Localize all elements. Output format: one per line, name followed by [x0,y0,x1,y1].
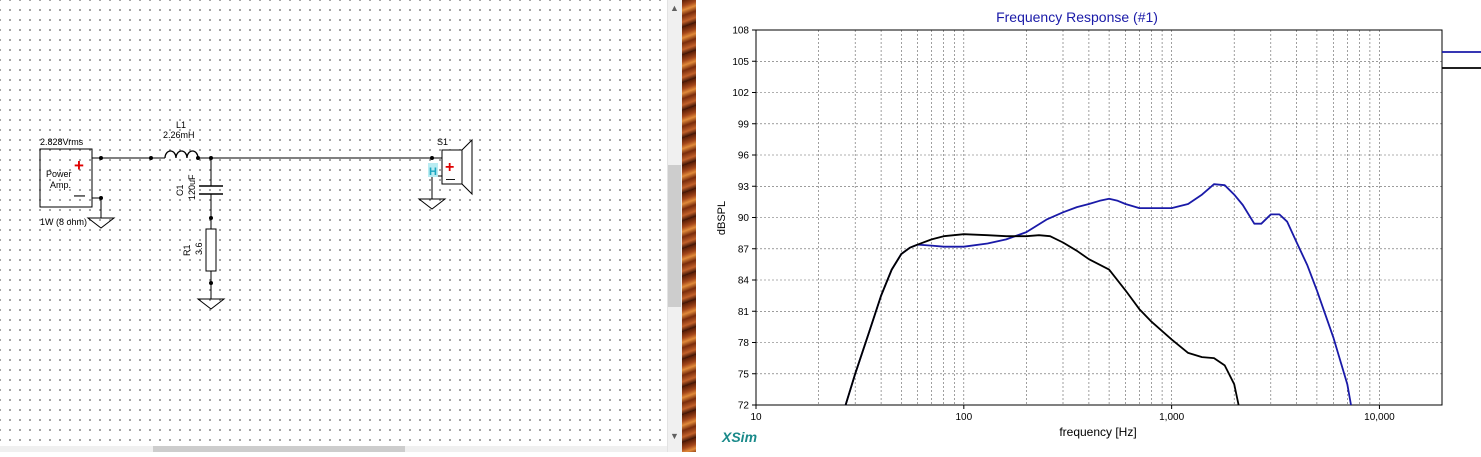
resistor-r1[interactable]: R1 3.6 [182,228,217,272]
y-tick-label: 96 [738,151,750,162]
chart-ticks: 72 75 78 81 84 87 90 93 96 99 102 105 108 10 100 1,000 1… [732,26,1395,424]
chart-title: Frequency Response (#1) [996,9,1158,25]
xsim-brand: XSim [721,429,757,445]
y-tick-label: 81 [738,307,750,318]
amp-voltage: 2.828Vrms [40,137,84,147]
speaker-ref: S1 [437,137,448,147]
speaker-mark: H [429,166,437,178]
pane-splitter[interactable] [682,0,696,452]
power-amp[interactable]: 2.828Vrms Power Amp. + — 1W (8 ohm) [39,137,93,227]
y-tick-label: 99 [738,119,750,130]
schematic-canvas[interactable]: 2.828Vrms Power Amp. + — 1W (8 ohm) L1 2… [0,0,682,452]
inductor-ref: L1 [176,120,186,130]
y-tick-label: 78 [738,338,750,349]
plot-area [755,29,1443,406]
frequency-response-panel: Frequency Response (#1) 72 75 78 81 84 87 90 93… [696,0,1481,452]
frequency-response-chart: Frequency Response (#1) 72 75 78 81 84 87 90 93… [716,9,1481,445]
y-tick-label: 84 [738,276,750,287]
chart-series [844,183,1352,406]
ground-symbol [86,217,116,229]
amp-label-line1: Power [46,169,72,179]
amp-rating: 1W (8 ohm) [40,217,87,227]
junction-dot [209,156,213,160]
amp-plus-terminal: + [74,156,84,175]
speaker-plus-terminal: + [445,159,454,176]
capacitor-value: 120uF [187,174,197,200]
x-tick-label: 10,000 [1364,412,1395,423]
junction-dot [430,156,434,160]
speaker-s1[interactable]: S1 + — H [428,137,473,196]
y-tick-label: 90 [738,213,750,224]
y-tick-label: 105 [732,57,749,68]
circuit-schematic: 2.828Vrms Power Amp. + — 1W (8 ohm) L1 2… [39,120,473,310]
y-tick-label: 108 [732,26,749,37]
series-line-2 [844,233,1240,406]
chart-legend [1442,51,1481,69]
junction-dot [99,156,103,160]
x-tick-label: 1,000 [1159,412,1184,423]
inductor-value: 2.26mH [163,130,195,140]
x-tick-label: 100 [955,412,972,423]
x-axis-label: frequency [Hz] [1059,425,1136,439]
scroll-up-arrow-icon[interactable]: ▲ [670,3,679,13]
y-tick-label: 75 [738,369,750,380]
x-tick-label: 10 [750,412,762,423]
junction-dot [99,196,103,200]
capacitor-c1[interactable]: C1 120uF [175,174,223,200]
ground-symbol [417,198,447,210]
y-tick-label: 87 [738,244,750,255]
ground-symbol [196,298,226,310]
y-tick-label: 72 [738,401,750,412]
speaker-minus-terminal: — [446,174,455,184]
junction-dot [209,216,213,220]
amp-minus-terminal: — [74,190,85,202]
horizontal-scroll-thumb[interactable] [153,446,405,452]
junction-dot [149,156,153,160]
capacitor-ref: C1 [175,184,185,196]
junction-dot [209,281,213,285]
inductor-l1[interactable]: L1 2.26mH [163,120,199,159]
y-tick-label: 102 [732,88,749,99]
resistor-ref: R1 [182,244,192,256]
y-tick-label: 93 [738,182,750,193]
chart-grid [756,30,1442,405]
resistor-value: 3.6 [194,242,204,255]
scroll-down-arrow-icon[interactable]: ▼ [670,431,679,441]
speaker-mark-bg [428,163,438,177]
y-axis-label: dBSPL [716,201,728,235]
vertical-scroll-thumb[interactable] [668,165,681,307]
amp-label-line2: Amp. [50,180,71,190]
